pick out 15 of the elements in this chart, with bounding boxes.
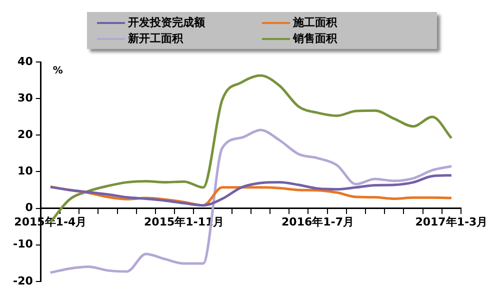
y-tick-label: 0	[25, 201, 34, 214]
line-series	[49, 174, 453, 207]
x-tick-label: 2017年1-3月	[415, 216, 488, 229]
y-tick-label: -20	[13, 274, 34, 288]
legend-label: 新开工面积	[128, 31, 183, 46]
x-tick-label: 2016年1-7月	[282, 216, 354, 229]
y-tick-label: 10	[18, 164, 34, 178]
y-tick-label: -10	[13, 238, 34, 251]
legend-label: 销售面积	[293, 31, 337, 46]
y-tick-label: 20	[18, 128, 34, 141]
legend-label: 开发投资完成额	[128, 15, 205, 30]
legend-label: 施工面积	[293, 15, 337, 30]
y-tick-label: 40	[18, 54, 34, 68]
y-axis-title: %	[52, 66, 63, 77]
y-tick-label: 30	[18, 91, 34, 104]
